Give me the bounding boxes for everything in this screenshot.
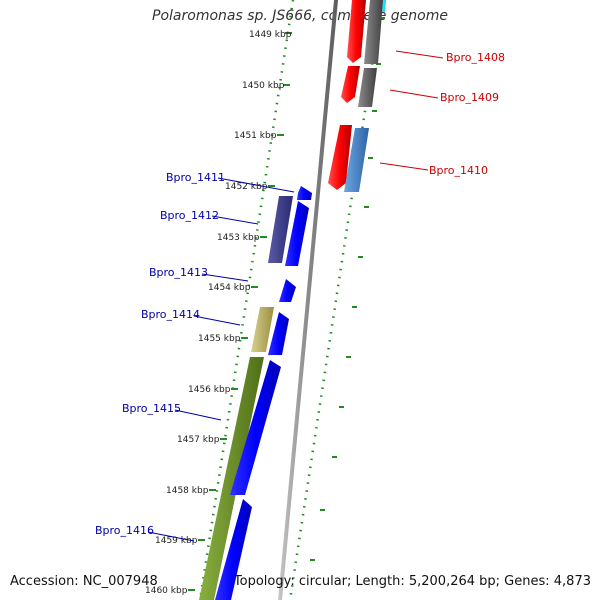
cds-bpro-1414-khaki [251, 307, 274, 352]
tick-1454: 1454 kbp [208, 283, 258, 293]
tick-1450: 1450 kbp [242, 81, 290, 91]
tick-1451: 1451 kbp [234, 131, 284, 141]
gene-label-bpro-1408[interactable]: Bpro_1408 [446, 51, 505, 64]
cds-bpro-1412-purple [268, 196, 293, 263]
gene-label-bpro-1410[interactable]: Bpro_1410 [429, 164, 488, 177]
reverse-label-leaders [379, 50, 444, 171]
accession-text: Accession: NC_007948 [10, 574, 158, 589]
genome-backbone [278, 0, 338, 600]
tick-1458: 1458 kbp [166, 486, 216, 496]
cds-bpro-1412-blue [285, 201, 309, 266]
tick-label-1452: 1452 kbp [225, 182, 268, 192]
tick-1452: 1452 kbp [225, 182, 275, 192]
tick-1449: 1449 kbp [249, 30, 292, 40]
cds-bpro-1416-blue [215, 499, 252, 600]
tick-label-1459: 1459 kbp [155, 536, 198, 546]
cds-bpro-1415-blue [230, 360, 281, 495]
cds-bpro-1409-gray [358, 68, 377, 107]
cds-bpro-1415-olive [199, 357, 264, 600]
cds-bpro-1410-red [328, 125, 352, 190]
tick-label-1449: 1449 kbp [249, 30, 292, 40]
gene-label-bpro-1414[interactable]: Bpro_1414 [141, 308, 200, 321]
gene-label-bpro-1416[interactable]: Bpro_1416 [95, 524, 154, 537]
gene-label-bpro-1409[interactable]: Bpro_1409 [440, 91, 499, 104]
tick-label-1454: 1454 kbp [208, 283, 251, 293]
tick-label-1451: 1451 kbp [234, 131, 277, 141]
gene-label-bpro-1415[interactable]: Bpro_1415 [122, 402, 181, 415]
cds-bpro-1410-steel [344, 128, 369, 192]
gene-label-bpro-1411[interactable]: Bpro_1411 [166, 171, 225, 184]
tick-label-1450: 1450 kbp [242, 81, 285, 91]
tick-1455: 1455 kbp [198, 334, 248, 344]
cds-bpro-1408-red [347, 0, 366, 63]
tick-label-1455: 1455 kbp [198, 334, 241, 344]
tick-label-1456: 1456 kbp [188, 385, 231, 395]
tick-1457: 1457 kbp [177, 435, 227, 445]
cds-bpro-1408-gray [364, 0, 383, 64]
tick-1459: 1459 kbp [155, 536, 205, 546]
gene-label-bpro-1413[interactable]: Bpro_1413 [149, 266, 208, 279]
gene-label-bpro-1412[interactable]: Bpro_1412 [160, 209, 219, 222]
tick-marks: 1449 kbp 1450 kbp 1451 kbp 1452 kbp 1453… [145, 30, 292, 596]
inner-ring-ticks [310, 17, 385, 561]
tick-label-1457: 1457 kbp [177, 435, 220, 445]
topology-text: Topology: circular; Length: 5,200,264 bp… [233, 574, 591, 589]
tick-1456: 1456 kbp [188, 385, 238, 395]
tick-label-1453: 1453 kbp [217, 233, 260, 243]
tick-label-1458: 1458 kbp [166, 486, 209, 496]
cds-bpro-1413 [279, 279, 296, 302]
tick-1453: 1453 kbp [217, 233, 267, 243]
tick-1460: 1460 kbp [145, 586, 195, 596]
cds-bpro-1414-blue [268, 312, 289, 355]
tick-label-1460: 1460 kbp [145, 586, 188, 596]
cds-bpro-1409-red [341, 66, 360, 103]
cds-bpro-1411 [297, 186, 312, 200]
forward-label-leaders [147, 177, 295, 542]
